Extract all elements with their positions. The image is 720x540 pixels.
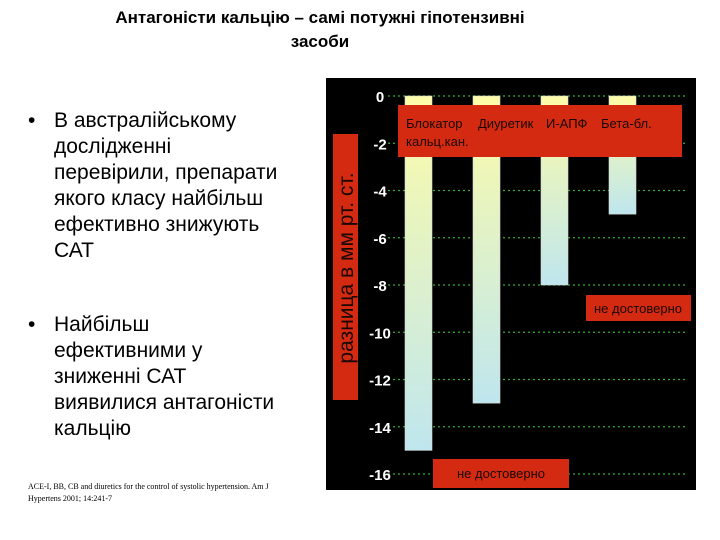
category-label-diuretic: Диуретик xyxy=(478,116,534,131)
category-labels-box xyxy=(398,105,682,157)
y-tick-label: -16 xyxy=(369,467,391,484)
slide-title: Антагоністи кальцію – самі потужні гіпот… xyxy=(40,6,600,54)
bullet-text-line: ефективними у xyxy=(54,339,203,362)
bullet-marker: • xyxy=(28,313,36,336)
bullet-text-line: дослідженні xyxy=(54,135,172,158)
y-tick-label: -10 xyxy=(369,325,391,342)
bullet-text-line: Найбільш xyxy=(54,313,150,336)
category-label-beta-blocker: Бета-бл. xyxy=(601,116,652,131)
y-tick-label: 0 xyxy=(376,89,384,106)
annotation-not-significant: не достоверно xyxy=(457,466,545,481)
bullet-text-line: В австралійському xyxy=(54,109,237,132)
y-tick-label: -6 xyxy=(373,231,386,248)
y-tick-label: -2 xyxy=(373,136,386,153)
citation-line-1: ACE-I, BB, CB and diuretics for the cont… xyxy=(28,482,269,491)
bullet-text-line: виявилися антагоністи xyxy=(54,391,275,414)
bar-chart: 0 -2 -4 -6 -8 -10 -12 -14 -16 разница в мм рт. с… xyxy=(326,78,696,490)
citation-line-2: Hypertens 2001; 14:241-7 xyxy=(28,494,112,503)
bullet-text-line: перевірили, препарати xyxy=(54,161,278,184)
bullet-text-line: якого класу найбільш xyxy=(54,187,264,210)
bullet-marker: • xyxy=(28,109,36,132)
category-label-ccb: Блокатор xyxy=(406,116,463,131)
category-label-ccb-line2: кальц.кан. xyxy=(406,134,469,149)
bullet-text-line: зниженні САТ xyxy=(54,365,187,388)
bullet-item: • Найбільш ефективними у зниженні САТ ви… xyxy=(28,312,318,442)
bullet-list: • В австралійському дослідженні перевіри… xyxy=(28,108,318,442)
bullet-text-line: кальцію xyxy=(54,417,131,440)
y-axis-ticks: 0 -2 -4 -6 -8 -10 -12 -14 -16 xyxy=(369,89,391,484)
y-axis-label: разница в мм рт. ст. xyxy=(335,172,358,363)
annotation-box xyxy=(586,295,691,321)
category-label-ace-i: И-АПФ xyxy=(546,116,588,131)
annotation-not-significant: не достоверно xyxy=(594,301,682,316)
y-axis-label-box xyxy=(333,134,358,400)
bullet-text-line: САТ xyxy=(54,239,94,262)
bullet-item: • В австралійському дослідженні перевіри… xyxy=(28,108,318,264)
bullet-text-line: ефективно знижують xyxy=(54,213,260,236)
slide-title-line-2: засоби xyxy=(290,32,350,51)
annotation-box xyxy=(433,459,569,488)
y-tick-label: -4 xyxy=(373,184,387,201)
y-tick-label: -14 xyxy=(369,420,391,437)
citation: ACE-I, BB, CB and diuretics for the cont… xyxy=(28,481,328,505)
y-tick-label: -8 xyxy=(373,278,386,295)
y-tick-label: -12 xyxy=(369,373,391,390)
slide-title-line-1: Антагоністи кальцію – самі потужні гіпот… xyxy=(115,8,525,27)
